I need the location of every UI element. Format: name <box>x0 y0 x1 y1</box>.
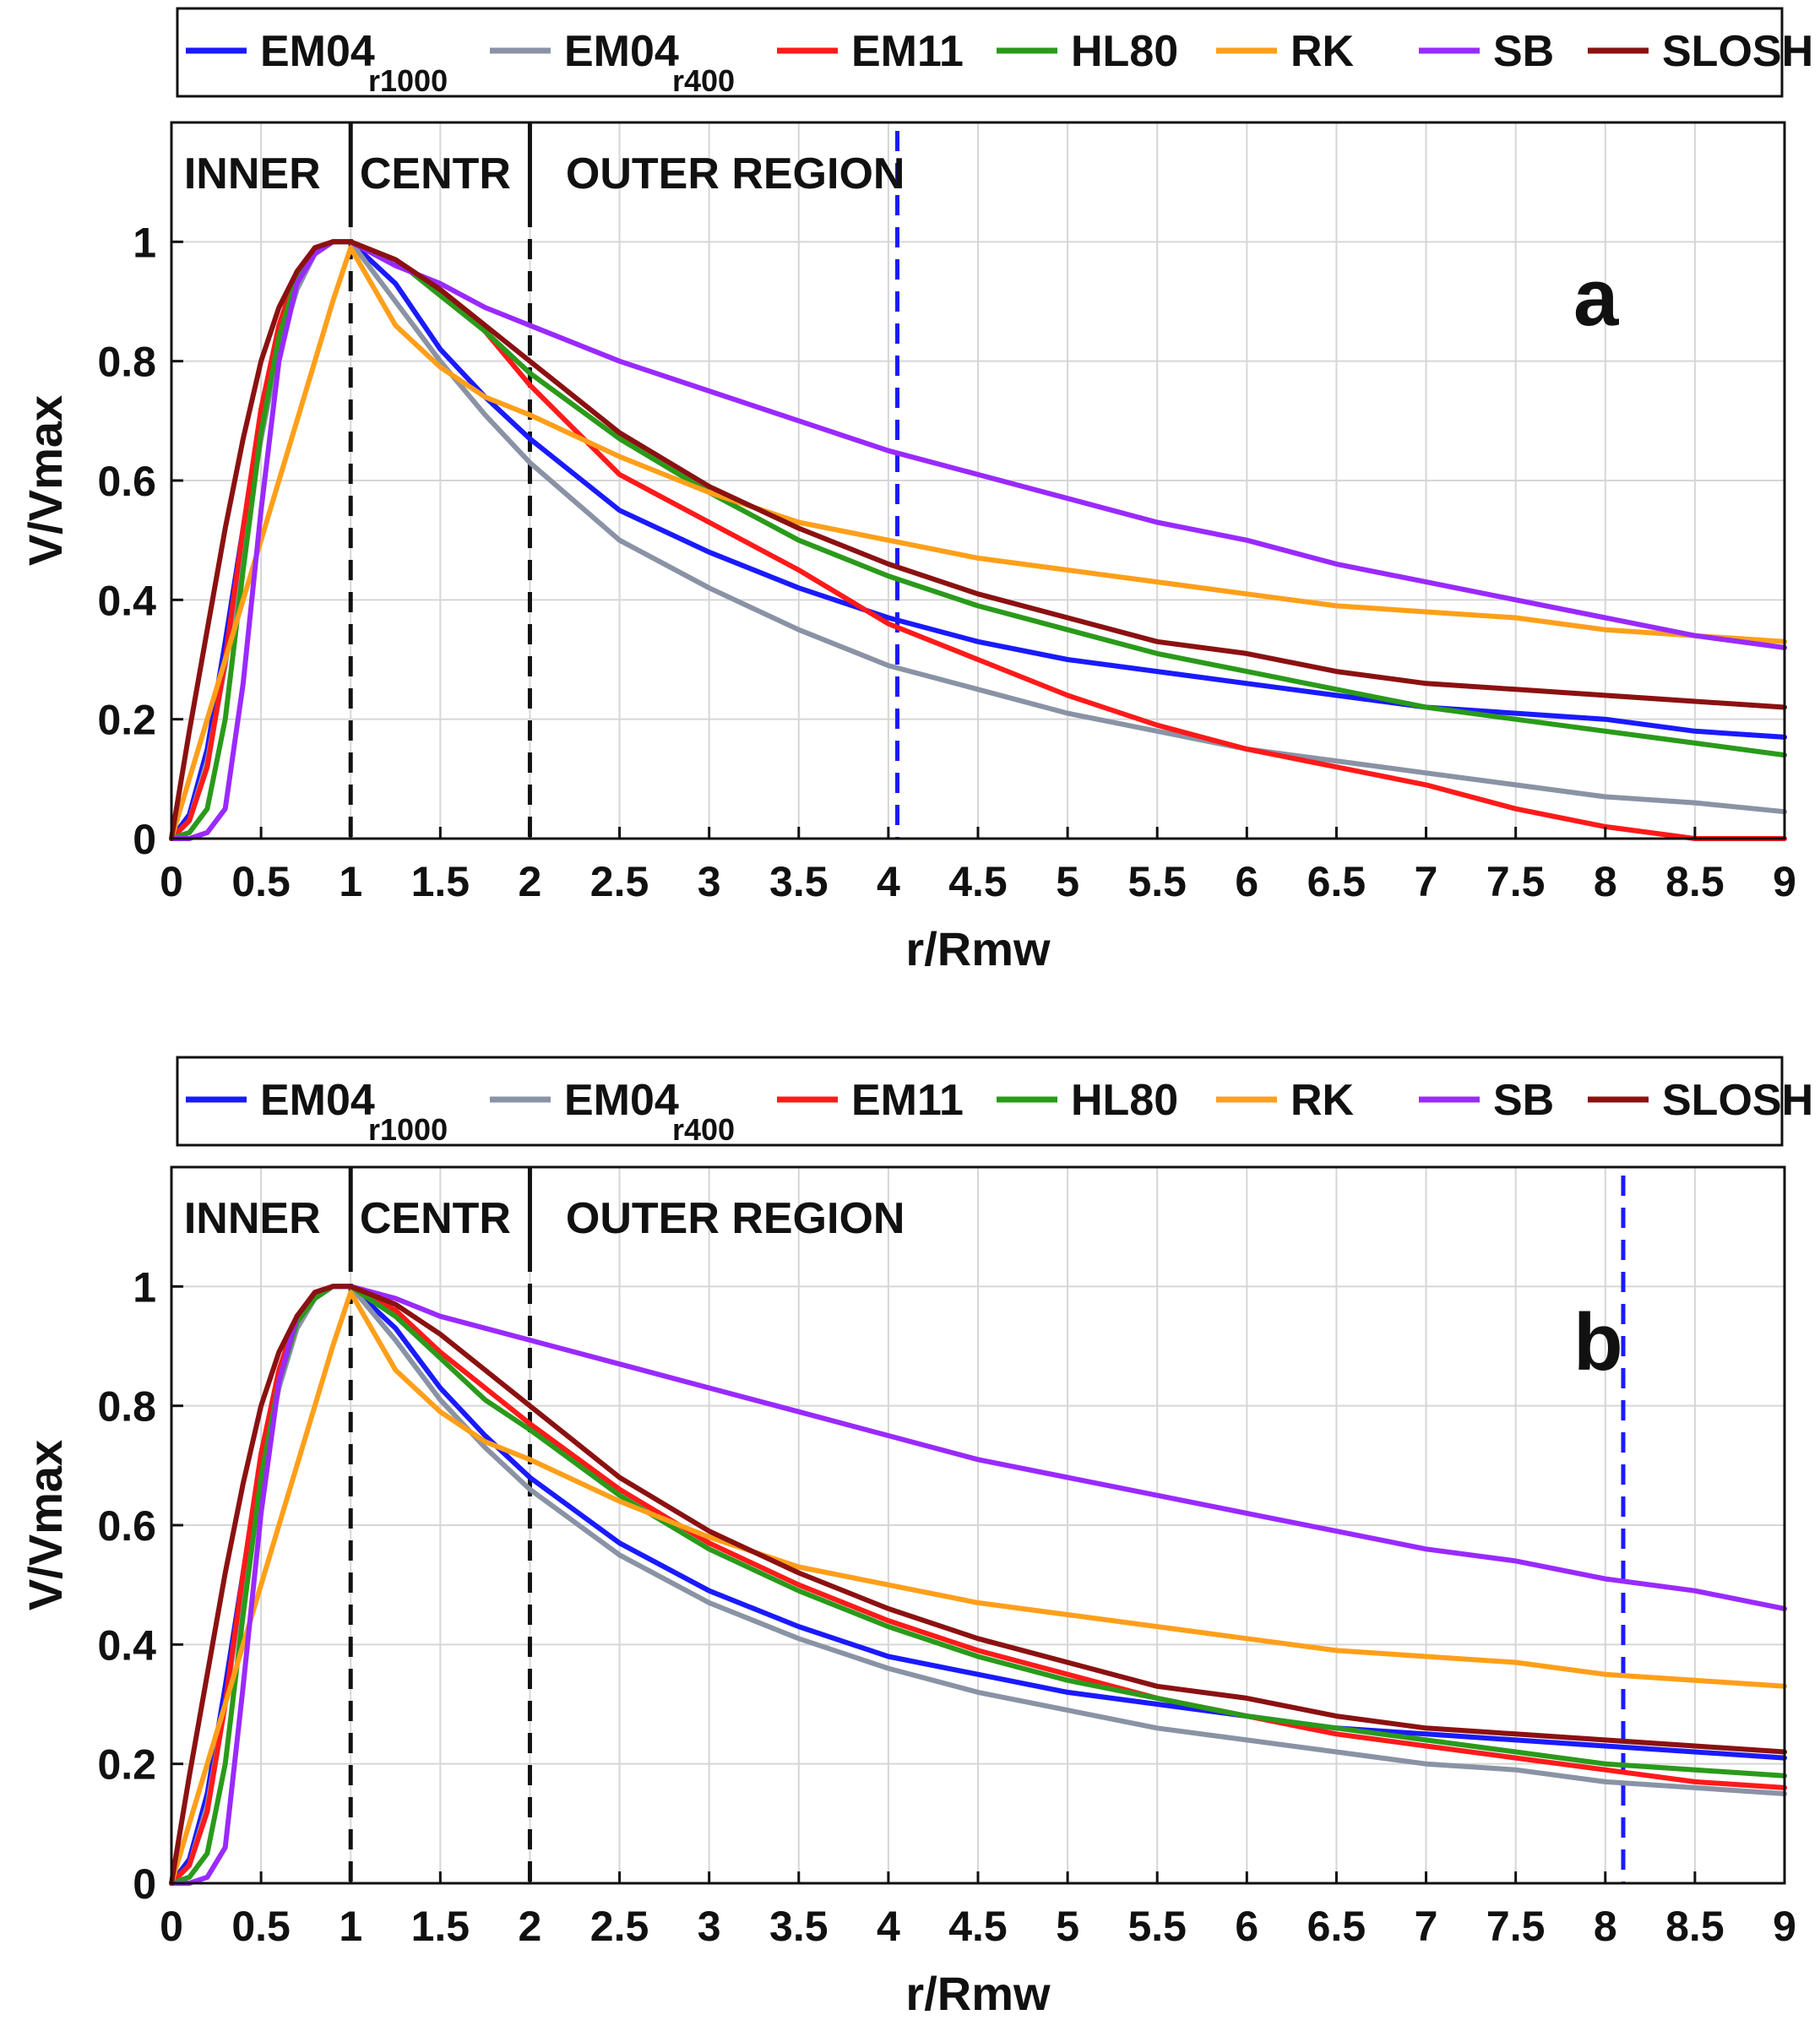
x-tick-label: 0.5 <box>231 1903 291 1950</box>
legend-label-5: SB <box>1493 1076 1554 1125</box>
x-tick-label: 5 <box>1056 1903 1079 1950</box>
x-tick-label: 7.5 <box>1486 858 1546 905</box>
legend-subscript-0: r1000 <box>368 1112 448 1147</box>
x-tick-label: 4.5 <box>948 858 1008 905</box>
panel-label: b <box>1573 1297 1623 1388</box>
x-tick-label: 5.5 <box>1127 858 1187 905</box>
x-tick-label: 7 <box>1415 858 1438 905</box>
region-label-1: CENTR <box>360 1194 511 1243</box>
y-tick-label: 0.8 <box>97 1383 156 1431</box>
y-axis-label: V/Vmax <box>19 1440 72 1610</box>
x-tick-label: 4.5 <box>948 1903 1008 1950</box>
legend-label-3: HL80 <box>1071 1076 1178 1125</box>
legend-subscript-0: r1000 <box>368 63 448 98</box>
legend-label-4: RK <box>1290 27 1355 76</box>
y-tick-label: 0.6 <box>97 458 156 505</box>
legend-box <box>176 7 1784 98</box>
series-line-3 <box>169 1284 1787 1886</box>
series-line-6 <box>169 1284 1787 1886</box>
series-line-5 <box>169 239 1787 841</box>
x-axis-label: r/Rmw <box>905 1967 1051 2020</box>
x-tick-label: 6 <box>1235 1903 1258 1950</box>
x-tick-label: 3 <box>698 858 721 905</box>
y-tick-label: 0.6 <box>97 1502 156 1550</box>
y-tick-label: 0.8 <box>97 339 156 386</box>
x-tick-label: 0.5 <box>231 858 291 905</box>
series-line-4 <box>169 1290 1787 1886</box>
x-tick-label: 1 <box>339 1903 362 1950</box>
legend-label-2: EM11 <box>851 1076 964 1125</box>
series-line-2 <box>169 1284 1787 1886</box>
x-tick-label: 0 <box>160 858 183 905</box>
x-tick-label: 3.5 <box>769 858 829 905</box>
legend-subscript-1: r400 <box>672 1112 735 1147</box>
y-tick-label: 0 <box>133 816 156 863</box>
x-tick-label: 8 <box>1594 1903 1617 1950</box>
x-tick-label: 0 <box>160 1903 183 1950</box>
panel-label: a <box>1573 253 1619 343</box>
legend-label-1: EM04 <box>564 27 679 76</box>
region-label-0: INNER <box>184 149 321 198</box>
series-line-2 <box>169 239 1787 841</box>
legend-label-2: EM11 <box>851 27 964 76</box>
series-line-6 <box>169 239 1787 841</box>
y-tick-label: 0.2 <box>97 1741 156 1789</box>
region-label-2: OUTER REGION <box>566 149 905 198</box>
legend-label-1: EM04 <box>564 1076 679 1125</box>
x-tick-label: 8 <box>1594 858 1617 905</box>
x-tick-label: 2 <box>519 1903 542 1950</box>
x-tick-label: 1.5 <box>411 1903 470 1950</box>
legend-label-3: HL80 <box>1071 27 1178 76</box>
legend-subscript-1: r400 <box>672 63 735 98</box>
x-tick-label: 9 <box>1773 858 1796 905</box>
legend-box <box>176 1056 1784 1147</box>
x-tick-label: 4 <box>877 1903 900 1950</box>
x-tick-label: 2.5 <box>590 858 649 905</box>
legend-label-0: EM04 <box>260 1076 375 1125</box>
x-tick-label: 2 <box>519 858 542 905</box>
y-tick-label: 1 <box>133 219 156 266</box>
y-tick-label: 1 <box>133 1263 156 1311</box>
region-label-2: OUTER REGION <box>566 1194 905 1243</box>
legend-label-0: EM04 <box>260 27 375 76</box>
x-tick-label: 5.5 <box>1127 1903 1187 1950</box>
y-tick-label: 0.4 <box>97 1621 156 1669</box>
x-tick-label: 6 <box>1235 858 1258 905</box>
x-tick-label: 5 <box>1056 858 1079 905</box>
x-tick-label: 6.5 <box>1307 1903 1366 1950</box>
y-axis-label: V/Vmax <box>19 395 72 566</box>
x-tick-label: 8.5 <box>1665 858 1725 905</box>
legend-label-4: RK <box>1290 1076 1355 1125</box>
x-tick-label: 7.5 <box>1486 1903 1546 1950</box>
legend-label-6: SLOSH <box>1662 27 1813 76</box>
legend-label-6: SLOSH <box>1662 1076 1813 1125</box>
y-tick-label: 0.2 <box>97 697 156 744</box>
x-axis-label: r/Rmw <box>905 922 1051 975</box>
region-label-0: INNER <box>184 1194 321 1243</box>
series-line-5 <box>169 1284 1787 1886</box>
x-tick-label: 9 <box>1773 1903 1796 1950</box>
x-tick-label: 8.5 <box>1665 1903 1725 1950</box>
x-tick-label: 1.5 <box>411 858 470 905</box>
region-label-1: CENTR <box>360 149 511 198</box>
x-tick-label: 6.5 <box>1307 858 1366 905</box>
x-tick-label: 4 <box>877 858 900 905</box>
x-tick-label: 3.5 <box>769 1903 829 1950</box>
y-tick-label: 0.4 <box>97 577 156 624</box>
x-tick-label: 3 <box>698 1903 721 1950</box>
x-tick-label: 1 <box>339 858 362 905</box>
y-tick-label: 0 <box>133 1860 156 1908</box>
series-line-3 <box>169 239 1787 841</box>
x-tick-label: 7 <box>1415 1903 1438 1950</box>
x-tick-label: 2.5 <box>590 1903 649 1950</box>
legend-label-5: SB <box>1493 27 1554 76</box>
